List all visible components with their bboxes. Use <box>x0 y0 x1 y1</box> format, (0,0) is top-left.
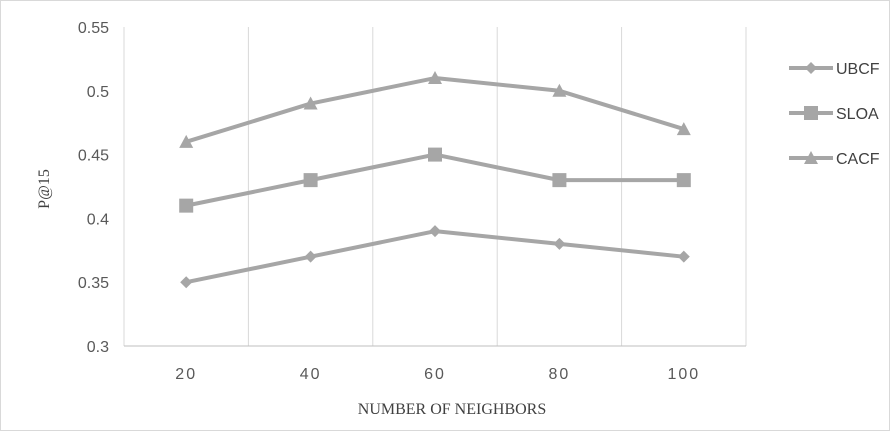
x-tick-label: 40 <box>300 366 322 383</box>
data-point-cacf <box>552 83 567 97</box>
data-point-ubcf <box>677 250 690 263</box>
data-point-sloa <box>179 198 194 213</box>
y-tick-label: 0.3 <box>87 339 109 356</box>
data-point-sloa <box>676 173 691 188</box>
data-point-sloa <box>428 147 442 162</box>
series-cacf <box>179 71 691 148</box>
legend-marker-sloa <box>804 106 818 120</box>
legend: UBCF SLOA CACF <box>789 61 880 168</box>
x-axis-title: NUMBER OF NEIGHBORS <box>358 401 546 418</box>
data-point-ubcf <box>553 237 566 250</box>
data-point-cacf <box>676 122 691 136</box>
legend-label-cacf: CACF <box>836 151 880 168</box>
legend-label-ubcf: UBCF <box>836 61 880 78</box>
data-point-sloa <box>552 173 567 188</box>
legend-item-ubcf: UBCF <box>789 61 880 78</box>
gridlines <box>123 27 747 346</box>
y-tick-label: 0.35 <box>78 275 109 292</box>
y-tick-label: 0.4 <box>87 211 109 228</box>
legend-item-cacf: CACF <box>789 151 880 168</box>
legend-marker-ubcf <box>805 62 817 74</box>
x-tick-labels: 20 40 60 80 100 <box>175 366 700 383</box>
legend-label-sloa: SLOA <box>836 106 879 123</box>
data-point-ubcf <box>429 225 441 238</box>
legend-item-sloa: SLOA <box>789 106 879 123</box>
y-tick-label: 0.5 <box>87 84 109 101</box>
x-tick-label: 60 <box>424 366 446 383</box>
data-point-cacf <box>428 71 442 85</box>
data-point-ubcf <box>180 276 193 289</box>
x-tick-label: 20 <box>175 366 197 383</box>
series-line-sloa <box>185 152 684 208</box>
series-sloa <box>179 147 691 213</box>
y-axis-title: P@15 <box>36 169 53 209</box>
series-line-cacf <box>185 76 685 144</box>
data-point-sloa <box>303 173 318 188</box>
y-tick-labels: 0.3 0.35 0.4 0.45 0.5 0.55 <box>78 20 109 356</box>
legend-marker-cacf <box>804 151 818 164</box>
series-ubcf <box>180 225 690 289</box>
x-tick-label: 80 <box>549 366 571 383</box>
data-point-ubcf <box>304 250 317 263</box>
series-line-ubcf <box>185 229 685 285</box>
x-tick-label: 100 <box>667 366 700 383</box>
data-point-cacf <box>179 134 194 148</box>
y-tick-label: 0.45 <box>78 148 109 165</box>
y-tick-label: 0.55 <box>78 20 109 37</box>
series-group <box>179 71 691 289</box>
data-point-cacf <box>303 96 318 110</box>
